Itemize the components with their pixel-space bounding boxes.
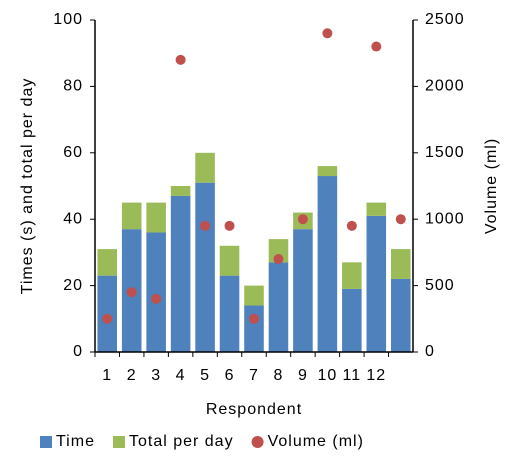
- bar: [293, 229, 313, 352]
- volume-dot: [200, 220, 211, 231]
- y-tick-label: 80: [63, 78, 83, 95]
- bar: [121, 202, 142, 230]
- x-tick-label: 5: [200, 367, 210, 384]
- volume-dot: [346, 220, 357, 231]
- volume-dot: [102, 313, 113, 324]
- volume-dot: [151, 293, 162, 304]
- y-tick-label: 0: [73, 343, 83, 360]
- x-axis-title: Respondent: [206, 401, 302, 418]
- y2-tick-label: 2000: [425, 78, 465, 95]
- bar: [195, 152, 215, 183]
- volume-dot: [273, 254, 284, 265]
- bar: [244, 305, 264, 352]
- bar: [146, 202, 166, 233]
- bar: [317, 176, 338, 352]
- bar: [366, 202, 387, 216]
- x-tick-label: 10: [317, 367, 337, 384]
- legend-marker: [112, 436, 125, 448]
- x-tick-label: 9: [298, 367, 308, 384]
- volume-dot: [395, 214, 406, 225]
- legend-marker: [40, 436, 52, 448]
- bar: [195, 182, 215, 352]
- y2-tick-label: 1500: [425, 144, 465, 161]
- volume-dot: [297, 214, 308, 225]
- bar: [342, 262, 362, 289]
- x-tick-label: 11: [343, 367, 362, 384]
- volume-dot: [126, 287, 137, 298]
- volume-dot: [249, 313, 259, 324]
- y-tick-label: 100: [53, 11, 83, 28]
- y-axis-title: Times (s) and total per day: [19, 78, 36, 295]
- y-tick-label: 60: [63, 144, 83, 161]
- bar: [390, 278, 411, 352]
- y2-tick-label: 0: [425, 343, 435, 360]
- legend-marker: [251, 436, 264, 448]
- y2-tick-label: 500: [425, 277, 455, 294]
- volume-dot: [371, 41, 382, 52]
- bar: [146, 232, 166, 352]
- volume-dot: [322, 28, 333, 39]
- x-tick-label: 7: [249, 367, 259, 384]
- bar: [97, 249, 118, 276]
- x-tick-label: 3: [151, 367, 161, 384]
- volume-dot: [224, 220, 235, 231]
- x-tick-label: 12: [366, 367, 386, 384]
- y2-axis-title: Volume (ml): [483, 138, 500, 234]
- x-tick-label: 4: [176, 367, 186, 384]
- legend-label: Total per day: [129, 433, 234, 450]
- bar: [244, 285, 264, 306]
- y2-tick-label: 2500: [425, 11, 465, 28]
- y2-tick-label: 1000: [425, 210, 465, 227]
- volume-dot: [175, 54, 186, 65]
- bar: [268, 262, 289, 352]
- y-tick-label: 20: [63, 277, 83, 294]
- x-tick-label: 1: [102, 367, 112, 384]
- x-tick-label: 6: [225, 367, 235, 384]
- bar: [170, 195, 191, 352]
- bar: [170, 186, 191, 196]
- bar: [366, 215, 387, 352]
- x-tick-label: 2: [127, 367, 137, 384]
- bar: [317, 166, 338, 177]
- bar: [219, 245, 240, 276]
- x-tick-label: 8: [274, 367, 284, 384]
- bar: [268, 239, 289, 263]
- bar: [342, 288, 362, 352]
- bar: [219, 275, 240, 352]
- legend-label: Time: [56, 433, 95, 450]
- y-tick-label: 40: [63, 210, 83, 227]
- legend-label: Volume (ml): [268, 433, 364, 450]
- bar: [390, 249, 411, 279]
